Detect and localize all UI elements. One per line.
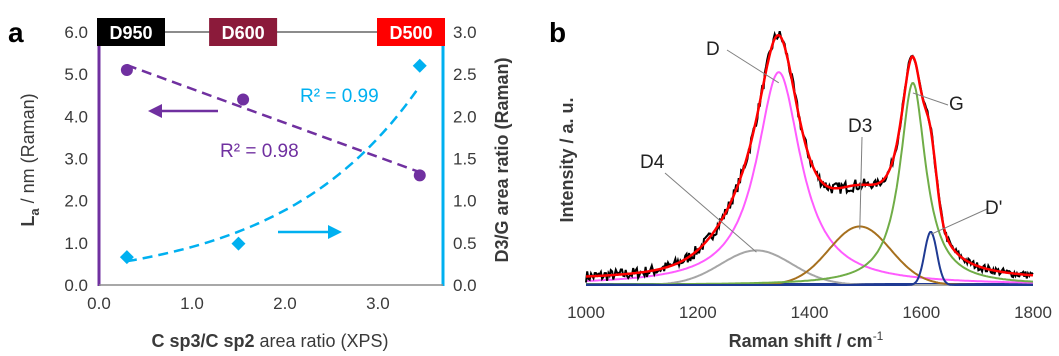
circle-data-point [120, 63, 133, 76]
left-y-tick-labels: 0.0 1.0 2.0 3.0 4.0 5.0 6.0 [64, 23, 88, 295]
left-fit-line [126, 63, 421, 174]
circle-data-point [413, 169, 426, 182]
panel-b-label: b [549, 17, 566, 48]
panel-a-label: a [8, 17, 24, 48]
a-right-y-axis-title: D3/G area ratio (Raman) [492, 57, 512, 262]
a-x-axis-title: C sp3/C sp2 area ratio (XPS) [151, 331, 388, 351]
panel-b-chart: 1000 1200 1400 1600 1800 D D4 D3 G D' Raman shif… [557, 30, 1052, 351]
sample-tag-box [209, 18, 278, 46]
peak-leader-line [912, 92, 949, 106]
r2-right-label: R² = 0.99 [300, 86, 379, 107]
b-x-tick-label: 1800 [1014, 303, 1052, 322]
right-y-tick-labels: 0.0 0.5 1.0 1.5 2.0 2.5 3.0 [453, 23, 477, 295]
left-y-tick-label: 2.0 [64, 192, 88, 211]
right-y-tick-label: 0.5 [453, 234, 477, 253]
left-y-tick-label: 3.0 [64, 150, 88, 169]
circle-data-point [237, 93, 250, 106]
spectrum-curves [585, 30, 1034, 286]
diamond-data-point [231, 236, 246, 251]
x-tick-label: 0.0 [87, 294, 111, 313]
left-y-tick-label: 4.0 [64, 107, 88, 126]
peak-curve-d [585, 71, 1034, 284]
peak-label: D' [985, 198, 1002, 219]
fit-lines [126, 63, 421, 263]
r2-left-label: R² = 0.98 [220, 141, 299, 162]
peak-annotations: D D4 D3 G D' [640, 39, 1002, 253]
diamond-data-point [412, 58, 427, 73]
left-y-tick-label: 0.0 [64, 276, 88, 295]
peak-leader-line [859, 136, 863, 230]
peak-label: D [706, 39, 720, 60]
sample-tag-box [97, 18, 165, 46]
right-y-tick-label: 3.0 [453, 23, 477, 42]
peak-label: D3 [848, 116, 872, 137]
peak-curve-g [586, 82, 1033, 286]
peak-label: G [949, 94, 964, 115]
left-y-tick-label: 1.0 [64, 234, 88, 253]
b-x-tick-label: 1400 [791, 303, 829, 322]
left-y-tick-label: 6.0 [64, 23, 88, 42]
x-tick-label: 2.0 [273, 294, 297, 313]
b-x-tick-labels: 1000 1200 1400 1600 1800 [567, 303, 1052, 322]
fit-envelope [586, 33, 1034, 278]
panel-a-chart: 0.0 1.0 2.0 3.0 0.01.02.03.04.05.06.0 0.00.… [18, 18, 512, 351]
right-y-tick-label: 2.5 [453, 65, 477, 84]
sample-tag-label: D600 [222, 23, 265, 43]
b-x-tick-label: 1000 [567, 303, 605, 322]
sample-tags: D950 D600 D500 [97, 18, 445, 46]
a-left-y-axis-title: La / nm (Raman) [18, 93, 42, 226]
right-y-tick-label: 0.0 [453, 276, 477, 295]
axis-arrows [148, 104, 342, 239]
right-y-tick-label: 1.0 [453, 192, 477, 211]
b-x-axis-title: Raman shift / cm-1 [729, 329, 884, 351]
right-y-tick-label: 2.0 [453, 107, 477, 126]
diamond-data-point [119, 250, 134, 265]
peak-leader-line [930, 208, 988, 235]
peak-leader-line [664, 172, 757, 253]
left-axis-arrow-head [148, 104, 162, 118]
x-tick-labels: 0.0 1.0 2.0 3.0 [87, 294, 390, 313]
x-tick-label: 3.0 [366, 294, 390, 313]
sample-tag-label: D500 [389, 23, 432, 43]
right-axis-arrow-head [328, 225, 342, 239]
peak-curve-dprime [586, 231, 1033, 286]
b-x-tick-label: 1600 [902, 303, 940, 322]
sample-tag-box [377, 18, 445, 46]
peak-label: D4 [640, 152, 665, 173]
right-fit-line [126, 85, 421, 263]
b-x-tick-label: 1200 [679, 303, 717, 322]
data-points [119, 58, 427, 265]
b-y-axis-title: Intensity / a. u. [557, 97, 577, 222]
right-y-tick-label: 1.5 [453, 150, 477, 169]
left-y-tick-label: 5.0 [64, 65, 88, 84]
x-tick-label: 1.0 [180, 294, 204, 313]
sample-tag-label: D950 [109, 23, 152, 43]
peak-leader-line [726, 49, 780, 84]
